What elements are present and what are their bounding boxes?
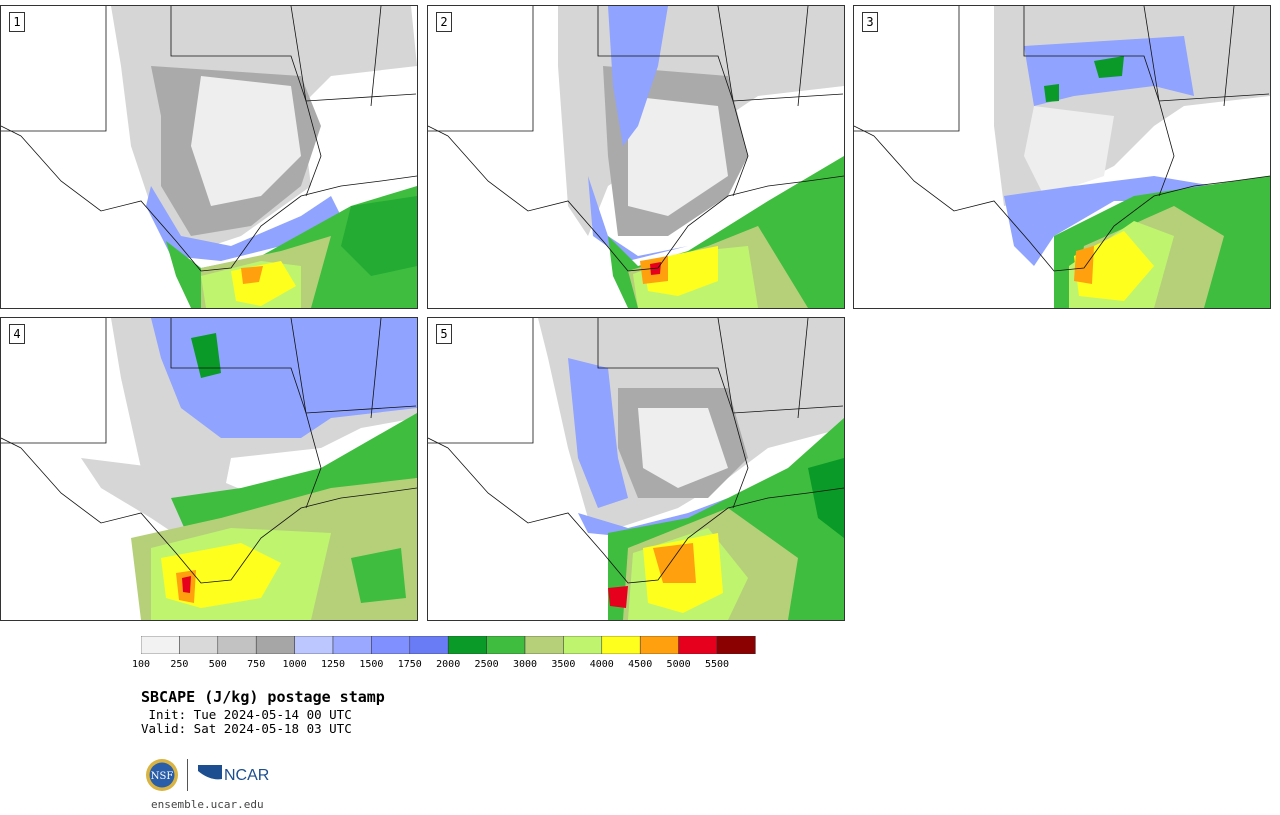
map-5 [428,318,844,620]
colorbar-tick-label: 3000 [512,659,538,670]
colorbar [141,636,756,654]
colorbar-swatch [486,636,526,654]
ncar-logo-icon [198,765,222,780]
colorbar-swatch [371,636,411,654]
map-panel-4: 4 [0,317,418,621]
panel-number: 1 [9,12,25,32]
map-2 [428,6,844,308]
colorbar-swatch [524,636,564,654]
colorbar-swatch [217,636,257,654]
map-4 [1,318,417,620]
colorbar-tick-label: 1250 [320,659,346,670]
colorbar-swatch [639,636,679,654]
colorbar-swatch [409,636,449,654]
colorbar-swatch [716,636,756,654]
colorbar-tick-label: 500 [208,659,227,670]
colorbar-tick-label: 1500 [359,659,384,670]
colorbar-tick-label: 5500 [704,659,730,670]
site-url: ensemble.ucar.edu [151,798,264,811]
colorbar-tick-label: 4500 [628,659,653,670]
map-3 [854,6,1270,308]
panel-number: 3 [862,12,878,32]
colorbar-tick-label: 2500 [474,659,499,670]
colorbar-swatch [447,636,487,654]
colorbar-tick-label: 1750 [397,659,422,670]
colorbar-tick-label: 3500 [551,659,576,670]
ncar-logo-text: NCAR [224,767,269,784]
panel-number: 5 [436,324,452,344]
colorbar-swatch [141,636,180,654]
colorbar-swatch [601,636,641,654]
colorbar-swatch [255,636,295,654]
nsf-ncar-logo: NSF NCAR [146,759,269,791]
panel-number: 2 [436,12,452,32]
colorbar-swatch [179,636,219,654]
map-1 [1,6,417,308]
colorbar-tick-label: 750 [247,659,266,670]
valid-time: Valid: Sat 2024-05-18 03 UTC [141,721,352,736]
colorbar-swatch [332,636,372,654]
colorbar-tick-label: 2000 [436,659,461,670]
colorbar-tick-label: 250 [170,659,189,670]
colorbar-tick-label: 5000 [666,659,691,670]
panel-number: 4 [9,324,25,344]
colorbar-tick-label: 1000 [282,659,307,670]
colorbar-tick-label: 100 [131,659,151,670]
product-title: SBCAPE (J/kg) postage stamp [141,688,385,706]
colorbar-labels: 100 250 500 750 1000 1250 1500 1750 2000 2500 3000… [132,659,761,673]
map-panel-3: 3 [853,5,1271,309]
colorbar-swatch [294,636,334,654]
nsf-logo-text: NSF [151,771,174,782]
colorbar-tick-label: 4000 [589,659,614,670]
colorbar-swatch [678,636,718,654]
init-time: Init: Tue 2024-05-14 00 UTC [141,707,352,722]
map-panel-2: 2 [427,5,845,309]
colorbar-swatch [563,636,603,654]
map-panel-5: 5 [427,317,845,621]
map-panel-1: 1 [0,5,418,309]
